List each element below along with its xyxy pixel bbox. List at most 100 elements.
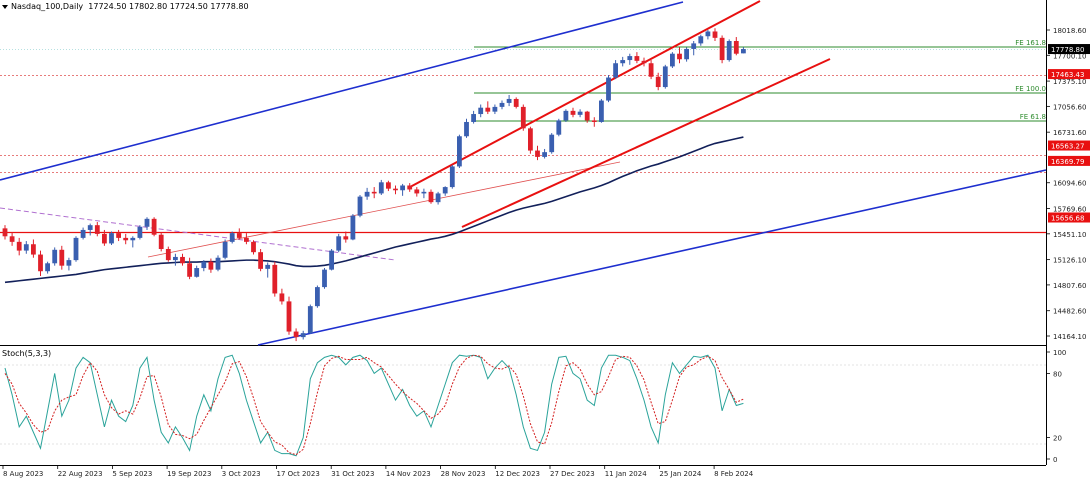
candle-body[interactable] [428,191,434,203]
candle-body[interactable] [726,41,732,61]
candle-body[interactable] [435,193,441,203]
candle-body[interactable] [31,244,36,255]
candle-body[interactable] [66,260,72,266]
price-axis[interactable]: 18018.60 17700.10 17375.10 17056.60 16731.60… [1046,27,1086,341]
candle-body[interactable] [684,48,689,60]
candle-body[interactable] [300,333,306,338]
candle-body[interactable] [471,114,476,122]
candle-body[interactable] [570,110,576,115]
candle-body[interactable] [662,66,668,88]
candle-body[interactable] [201,261,207,269]
candle-body[interactable] [180,256,185,264]
candle-body[interactable] [158,234,164,249]
purple-trend-line[interactable] [0,207,396,261]
moving-average-line[interactable] [4,136,744,284]
candle-body[interactable] [151,218,157,235]
candle-body[interactable] [513,98,519,107]
candle-body[interactable] [215,257,221,270]
candle-body[interactable] [329,250,334,270]
candle-body[interactable] [258,252,263,269]
candle-body[interactable] [272,264,278,294]
candle-body[interactable] [719,37,725,61]
candle-body[interactable] [236,233,242,238]
candle-body[interactable] [648,63,654,77]
candle-body[interactable] [315,287,320,307]
dropdown-triangle-icon[interactable] [2,4,8,9]
candle-body[interactable] [229,233,235,242]
blue-channel-lower-line[interactable] [257,169,1047,346]
candle-body[interactable] [712,31,718,38]
candle-body[interactable] [378,182,384,194]
candle-body[interactable] [407,185,413,190]
candle-body[interactable] [485,107,491,112]
candle-body[interactable] [194,268,200,277]
candle-body[interactable] [478,107,484,115]
candle-body[interactable] [563,110,569,121]
candle-body[interactable] [528,128,533,151]
candle-body[interactable] [705,31,711,37]
candle-body[interactable] [655,76,661,88]
candle-body[interactable] [670,53,675,67]
candle-body[interactable] [442,187,448,194]
candle-body[interactable] [9,236,15,242]
candle-body[interactable] [144,218,150,227]
stoch-k-line[interactable] [4,354,744,457]
candle-body[interactable] [80,229,86,238]
candle-body[interactable] [499,102,505,107]
candle-body[interactable] [279,293,285,302]
candle-body[interactable] [506,98,512,103]
candle-body[interactable] [357,196,363,216]
candle-body[interactable] [94,225,100,234]
candle-body[interactable] [244,237,249,242]
candle-body[interactable] [591,120,597,122]
candle-body[interactable] [549,134,555,153]
candle-body[interactable] [613,63,618,78]
candle-body[interactable] [627,56,633,61]
thin-red-trend-line[interactable] [147,161,621,258]
candle-body[interactable] [542,152,547,157]
candle-body[interactable] [350,215,356,240]
candle-body[interactable] [520,106,526,129]
candle-body[interactable] [634,56,640,61]
candle-body[interactable] [222,241,228,258]
candle-body[interactable] [698,36,704,44]
candle-body[interactable] [208,261,214,270]
candle-body[interactable] [535,150,540,157]
candle-body[interactable] [52,249,58,264]
candle-body[interactable] [137,226,143,238]
candle-body[interactable] [741,49,746,54]
candle-body[interactable] [449,166,455,188]
candle-body[interactable] [620,60,626,64]
candle-body[interactable] [414,189,420,194]
candle-body[interactable] [641,60,647,64]
candle-body[interactable] [187,263,192,277]
candle-body[interactable] [556,120,562,135]
candle-body[interactable] [109,233,114,244]
candle-body[interactable] [336,236,342,251]
candle-body[interactable] [386,182,391,189]
candle-body[interactable] [364,191,370,197]
candle-body[interactable] [16,241,22,251]
candle-body[interactable] [691,43,697,49]
candle-body[interactable] [59,249,65,266]
red-channel-lower-line[interactable] [461,58,831,228]
candle-body[interactable] [265,264,271,269]
candle-body[interactable] [371,191,377,194]
candle-body[interactable] [400,185,405,191]
candle-body[interactable] [464,121,469,137]
candle-body[interactable] [45,263,50,272]
candle-body[interactable] [173,256,178,261]
candle-body[interactable] [584,111,590,121]
candle-body[interactable] [677,53,682,60]
candle-body[interactable] [87,225,93,230]
candle-body[interactable] [393,188,398,191]
blue-channel-upper-line[interactable] [0,1,684,181]
candle-body[interactable] [606,77,611,101]
candle-body[interactable] [165,248,171,261]
candlestick-series[interactable] [2,28,746,342]
candle-body[interactable] [421,191,427,194]
red-channel-upper-line[interactable] [409,0,761,188]
candle-body[interactable] [286,301,292,332]
candle-body[interactable] [293,331,299,338]
